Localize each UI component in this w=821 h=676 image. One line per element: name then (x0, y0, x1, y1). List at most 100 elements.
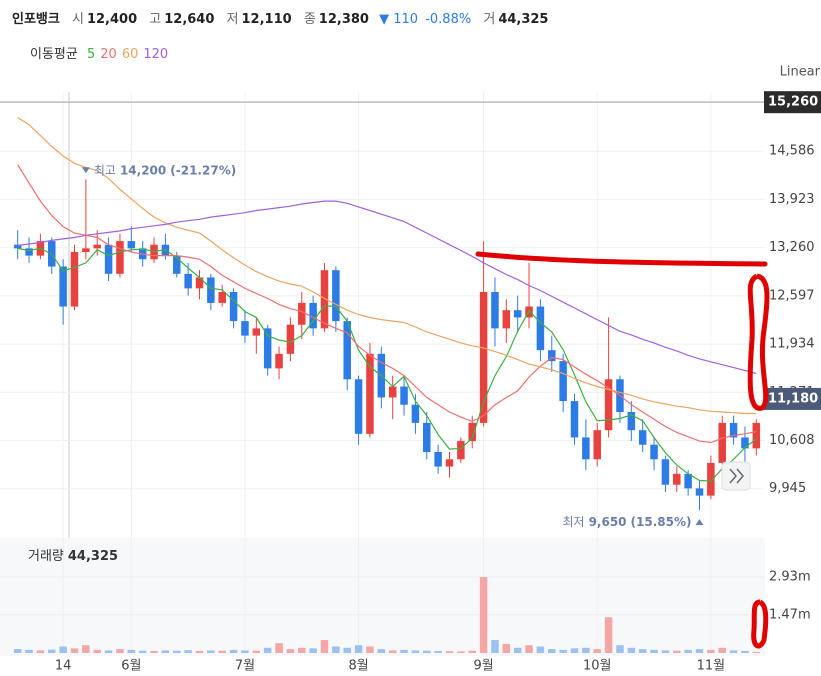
hand-drawn-line (475, 251, 768, 267)
x-tick-label: 7월 (235, 659, 255, 674)
volume-bar (491, 640, 499, 653)
candle-body (25, 248, 33, 256)
reference-label-box (764, 91, 821, 114)
quote-label: 저 (226, 12, 239, 27)
volume-bar (59, 646, 67, 653)
volume-bar (207, 650, 215, 653)
candle-body (173, 255, 181, 274)
candle-body (218, 292, 226, 303)
high-note: 최고 14,200 (-21.27%) (94, 163, 236, 177)
volume-bar (377, 649, 386, 653)
volume-bar (684, 649, 692, 653)
legend-entry[interactable]: 120 (143, 47, 169, 62)
volume-bar (343, 647, 351, 653)
candle-body (707, 462, 715, 496)
candle-body (752, 422, 761, 449)
candle-body (127, 241, 136, 249)
candle-body (491, 292, 499, 329)
candle-body (241, 321, 249, 336)
candle-body (309, 302, 317, 329)
low-marker (695, 519, 704, 526)
candle-body (684, 473, 692, 489)
candle-body (229, 292, 238, 322)
candle-body (570, 401, 579, 438)
candle-body (184, 273, 192, 289)
volume-bar (479, 577, 488, 653)
volume-bar (218, 650, 226, 653)
scale-mode[interactable]: Linear (780, 65, 821, 80)
candle-body (536, 306, 545, 351)
marks (13, 116, 761, 653)
ma-line (17, 116, 757, 415)
volume-bar (638, 649, 647, 653)
quote-value: 12,640 (164, 12, 215, 27)
volume-bar (25, 649, 33, 653)
candle-body (650, 444, 658, 460)
volume-bar (150, 650, 158, 653)
x-tick-label: 8월 (348, 659, 368, 674)
volume-bar (525, 645, 533, 653)
low-note-value: 9,650 (589, 515, 627, 529)
volume-bar (400, 649, 408, 653)
overlays: 거래량 44,325 11,180 최고 14,200 (-21.27%) 최저 9,650 (… (28, 163, 821, 564)
legend-entry[interactable]: 5 (86, 47, 96, 62)
candle-body (411, 404, 420, 423)
volume-bar (718, 647, 726, 653)
candle-body (366, 353, 374, 434)
volume-bar (752, 651, 761, 653)
candle-body (741, 437, 749, 449)
candle-body (207, 277, 215, 303)
legend-entry[interactable]: 60 (121, 47, 139, 62)
candle-body (445, 459, 454, 467)
volume-bar (616, 645, 624, 653)
candle-body (400, 386, 408, 405)
candle-body (320, 270, 329, 329)
candle-body (59, 266, 67, 307)
low-note-label: 최저 (562, 515, 584, 529)
candle-body (82, 248, 90, 252)
candle-body (718, 422, 726, 463)
volume-bar (127, 649, 136, 653)
high-note-value: 14,200 (120, 163, 166, 177)
candle-body (695, 488, 704, 496)
candle-body (423, 422, 431, 452)
change: ▼ 110 (379, 12, 419, 27)
candle-body (582, 437, 590, 460)
volume-bar (138, 650, 147, 653)
x-tick-label: 10월 (583, 659, 612, 674)
volume-bar (673, 650, 681, 653)
volume-title-value: 44,325 (68, 549, 118, 564)
volume-tick-label: 1.47m (769, 607, 811, 622)
volume-bar (173, 650, 181, 653)
legend-title: 이동평균 (30, 47, 78, 62)
candle-body (275, 353, 283, 369)
candle-body (93, 244, 101, 249)
volume-bar (548, 649, 556, 653)
volume-bar (559, 649, 567, 653)
volume-bar (309, 648, 317, 653)
candle-body (104, 244, 113, 274)
candle-body (502, 310, 511, 329)
volume-bar (445, 651, 454, 653)
y-tick-label: 14,586 (769, 144, 815, 159)
scroll-icon (729, 468, 744, 484)
ma-line (17, 247, 757, 482)
volume-bar (593, 649, 601, 653)
volume-bar (388, 650, 397, 653)
volume-bar (161, 650, 170, 653)
volume-tick-label: 2.93m (769, 570, 811, 585)
quote-value: 12,380 (318, 12, 369, 27)
legend-entry[interactable]: 20 (100, 47, 117, 62)
x-tick-label: 6월 (121, 659, 141, 674)
candle-body (116, 241, 124, 274)
quote-value: 12,110 (241, 12, 292, 27)
candle-body (604, 379, 613, 431)
quote-label: 시 (71, 12, 84, 27)
y-tick-label: 9,945 (769, 481, 806, 496)
volume-value: 44,325 (498, 12, 549, 27)
change-pct: -0.88% (425, 12, 472, 27)
y-tick-label: 10,608 (769, 433, 815, 448)
candle-body (195, 277, 204, 289)
candle-body (638, 430, 647, 445)
